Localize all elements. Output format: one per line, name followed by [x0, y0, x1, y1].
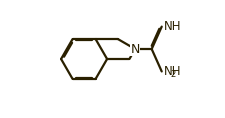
Text: N: N — [130, 42, 139, 56]
Text: 2: 2 — [170, 70, 175, 79]
Text: NH: NH — [163, 19, 180, 33]
Text: NH: NH — [163, 65, 180, 78]
